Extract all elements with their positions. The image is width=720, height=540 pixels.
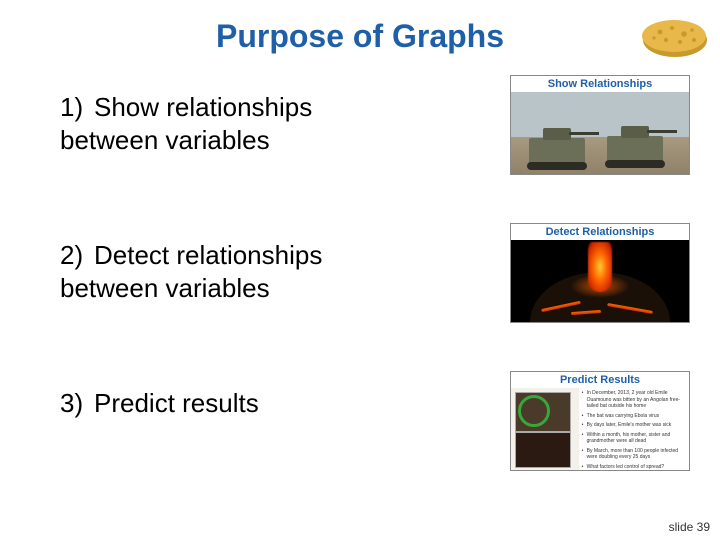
bullet-text-3: 3)Predict results bbox=[60, 371, 400, 420]
bullet-text-2: 2)Detect relationships between variables bbox=[60, 223, 400, 304]
thumb-2: Detect Relationships bbox=[510, 223, 690, 323]
thumb3-li-0: In December, 2013, 2 year old Emile Ouam… bbox=[582, 390, 686, 410]
thumb3-li-5: What factors led control of spread? bbox=[582, 464, 686, 471]
thumb-3-text-list: In December, 2013, 2 year old Emile Ouam… bbox=[579, 388, 689, 470]
bullet-row-2: 2)Detect relationships between variables… bbox=[60, 223, 690, 323]
bullet-number-2: 2) bbox=[60, 239, 94, 272]
thumb-title-1: Show Relationships bbox=[511, 76, 689, 92]
thumb-1: Show Relationships bbox=[510, 75, 690, 175]
bullet-text-1: 1)Show relationships between variables bbox=[60, 75, 400, 156]
thumb3-li-4: By March, more than 100 people infected … bbox=[582, 448, 686, 461]
bullet-row-1: 1)Show relationships between variables S… bbox=[60, 75, 690, 175]
bullet-body-3: Predict results bbox=[94, 388, 259, 418]
slide-title: Purpose of Graphs bbox=[0, 0, 720, 65]
content-area: 1)Show relationships between variables S… bbox=[0, 75, 720, 471]
bullet-row-3: 3)Predict results Predict Results In Dec… bbox=[60, 371, 690, 471]
thumb3-li-3: Within a month, his mother, sister and g… bbox=[582, 432, 686, 445]
thumb-3: Predict Results In December, 2013, 2 yea… bbox=[510, 371, 690, 471]
bullet-number-1: 1) bbox=[60, 91, 94, 124]
slide-number: slide 39 bbox=[669, 520, 710, 534]
thumb3-li-1: The bat was carrying Ebola virus bbox=[582, 413, 686, 420]
thumb-image-3: In December, 2013, 2 year old Emile Ouam… bbox=[511, 388, 689, 470]
thumb-title-3: Predict Results bbox=[511, 372, 689, 388]
bullet-body-1: Show relationships between variables bbox=[60, 92, 312, 155]
bullet-number-3: 3) bbox=[60, 387, 94, 420]
thumb-image-1 bbox=[511, 92, 689, 174]
bullet-body-2: Detect relationships between variables bbox=[60, 240, 322, 303]
sponge-icon bbox=[640, 16, 710, 60]
thumb3-li-2: By days later, Emile's mother was sick bbox=[582, 422, 686, 429]
thumb-image-2 bbox=[511, 240, 689, 322]
thumb-title-2: Detect Relationships bbox=[511, 224, 689, 240]
